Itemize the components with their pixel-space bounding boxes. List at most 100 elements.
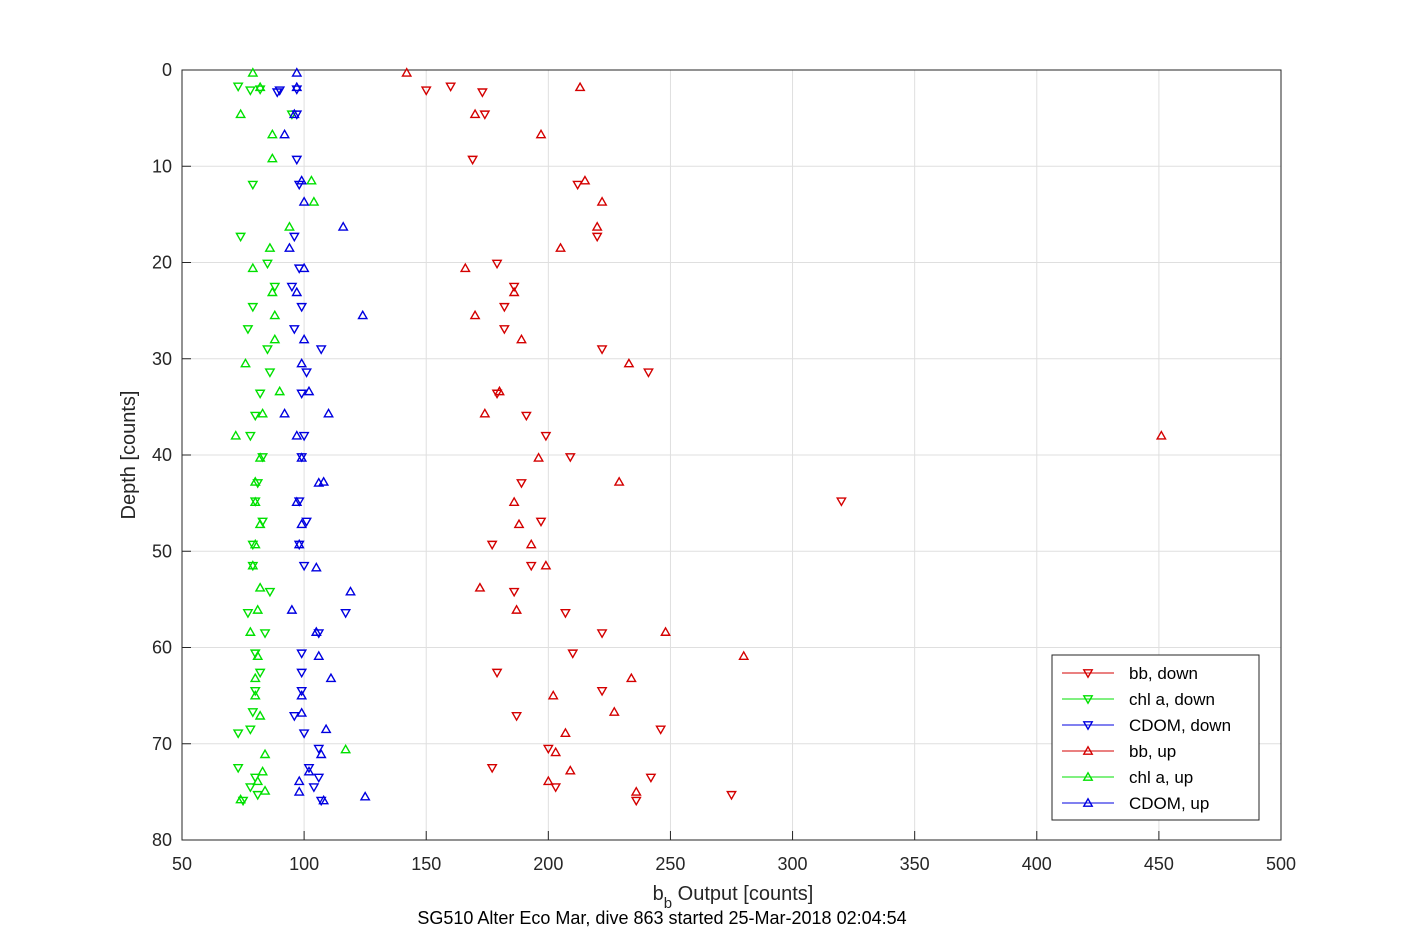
data-point bbox=[315, 748, 327, 759]
data-point bbox=[298, 196, 310, 206]
x-tick-label: 250 bbox=[655, 854, 685, 874]
data-point bbox=[293, 786, 305, 796]
figure-footer: SG510 Alter Eco Mar, dive 863 started 25… bbox=[417, 908, 906, 928]
data-point bbox=[291, 430, 303, 440]
data-point bbox=[298, 561, 310, 572]
data-point bbox=[232, 763, 244, 774]
legend-label: chl a, up bbox=[1129, 768, 1193, 787]
plot-frame bbox=[181, 69, 1282, 841]
data-point bbox=[357, 309, 369, 320]
data-point bbox=[359, 791, 371, 801]
data-point bbox=[486, 540, 498, 551]
y-tick-label: 10 bbox=[152, 156, 172, 176]
data-point bbox=[560, 727, 571, 738]
data-point bbox=[291, 496, 303, 507]
data-point bbox=[308, 196, 320, 206]
data-point bbox=[235, 232, 247, 243]
data-point bbox=[288, 325, 300, 335]
data-point bbox=[498, 302, 510, 313]
data-point bbox=[291, 155, 303, 166]
data-point bbox=[254, 518, 266, 529]
data-point bbox=[284, 221, 295, 231]
data-point bbox=[291, 81, 303, 92]
data-point bbox=[313, 477, 325, 487]
data-point bbox=[264, 587, 276, 598]
data-point bbox=[249, 411, 261, 422]
data-point bbox=[340, 743, 352, 754]
data-point bbox=[244, 86, 256, 96]
data-point bbox=[323, 408, 334, 418]
x-axis-label: bb Output [counts] bbox=[653, 883, 814, 912]
data-point bbox=[257, 453, 268, 463]
data-point bbox=[249, 476, 261, 486]
data-point bbox=[252, 775, 264, 786]
legend-item: chl a, down bbox=[1062, 690, 1215, 709]
data-point bbox=[579, 175, 591, 185]
data-point bbox=[296, 707, 308, 717]
data-point bbox=[247, 262, 259, 273]
data-point bbox=[254, 582, 266, 592]
data-point bbox=[660, 626, 671, 636]
data-point bbox=[296, 452, 308, 462]
data-point bbox=[301, 517, 312, 528]
data-point bbox=[249, 496, 261, 507]
data-point bbox=[288, 108, 300, 119]
legend-label: CDOM, down bbox=[1129, 716, 1231, 735]
data-point bbox=[296, 668, 308, 679]
data-point bbox=[288, 232, 300, 243]
data-point bbox=[608, 706, 620, 716]
legend-item: bb, down bbox=[1062, 664, 1198, 683]
data-point bbox=[264, 368, 276, 378]
x-axis-label-rest: Output [counts] bbox=[672, 883, 813, 905]
data-point bbox=[296, 302, 308, 313]
data-point bbox=[259, 748, 271, 759]
data-point bbox=[274, 385, 286, 396]
data-point bbox=[269, 309, 281, 320]
data-point bbox=[560, 609, 571, 619]
data-point bbox=[291, 67, 303, 77]
data-point bbox=[291, 286, 303, 297]
data-point bbox=[542, 775, 554, 786]
x-tick-label: 500 bbox=[1266, 854, 1296, 874]
data-point bbox=[564, 453, 576, 463]
data-point bbox=[630, 786, 642, 796]
data-point bbox=[486, 763, 498, 774]
data-point bbox=[296, 690, 308, 700]
data-point bbox=[271, 88, 283, 98]
series-chl-a-up bbox=[230, 67, 352, 804]
data-point bbox=[249, 538, 261, 549]
x-tick-label: 450 bbox=[1144, 854, 1174, 874]
data-point bbox=[318, 794, 330, 805]
data-point bbox=[474, 582, 486, 592]
data-point bbox=[235, 108, 247, 119]
legend-label: bb, up bbox=[1129, 742, 1176, 761]
data-point bbox=[257, 408, 268, 418]
data-point bbox=[491, 259, 503, 270]
data-point bbox=[288, 711, 300, 722]
data-point bbox=[313, 773, 325, 784]
legend-marker bbox=[1082, 797, 1094, 807]
data-point bbox=[459, 262, 471, 273]
data-point bbox=[525, 538, 537, 549]
data-point bbox=[540, 560, 552, 570]
data-point bbox=[247, 302, 259, 313]
data-point bbox=[533, 452, 544, 462]
data-point bbox=[508, 286, 520, 297]
data-point bbox=[266, 152, 278, 163]
data-point bbox=[313, 650, 325, 661]
data-point bbox=[249, 686, 261, 697]
y-tick-label: 80 bbox=[152, 830, 172, 850]
legend-item: CDOM, up bbox=[1062, 794, 1209, 813]
data-point bbox=[306, 175, 317, 185]
data-point bbox=[286, 282, 298, 293]
legend-marker bbox=[1082, 669, 1094, 679]
legend-item: CDOM, down bbox=[1062, 716, 1231, 735]
data-point bbox=[420, 86, 432, 96]
data-point bbox=[555, 242, 566, 252]
data-point bbox=[247, 560, 259, 570]
data-point bbox=[479, 110, 491, 120]
data-point bbox=[296, 357, 308, 368]
data-point bbox=[249, 672, 261, 683]
data-point bbox=[835, 497, 847, 507]
data-point bbox=[296, 518, 308, 529]
